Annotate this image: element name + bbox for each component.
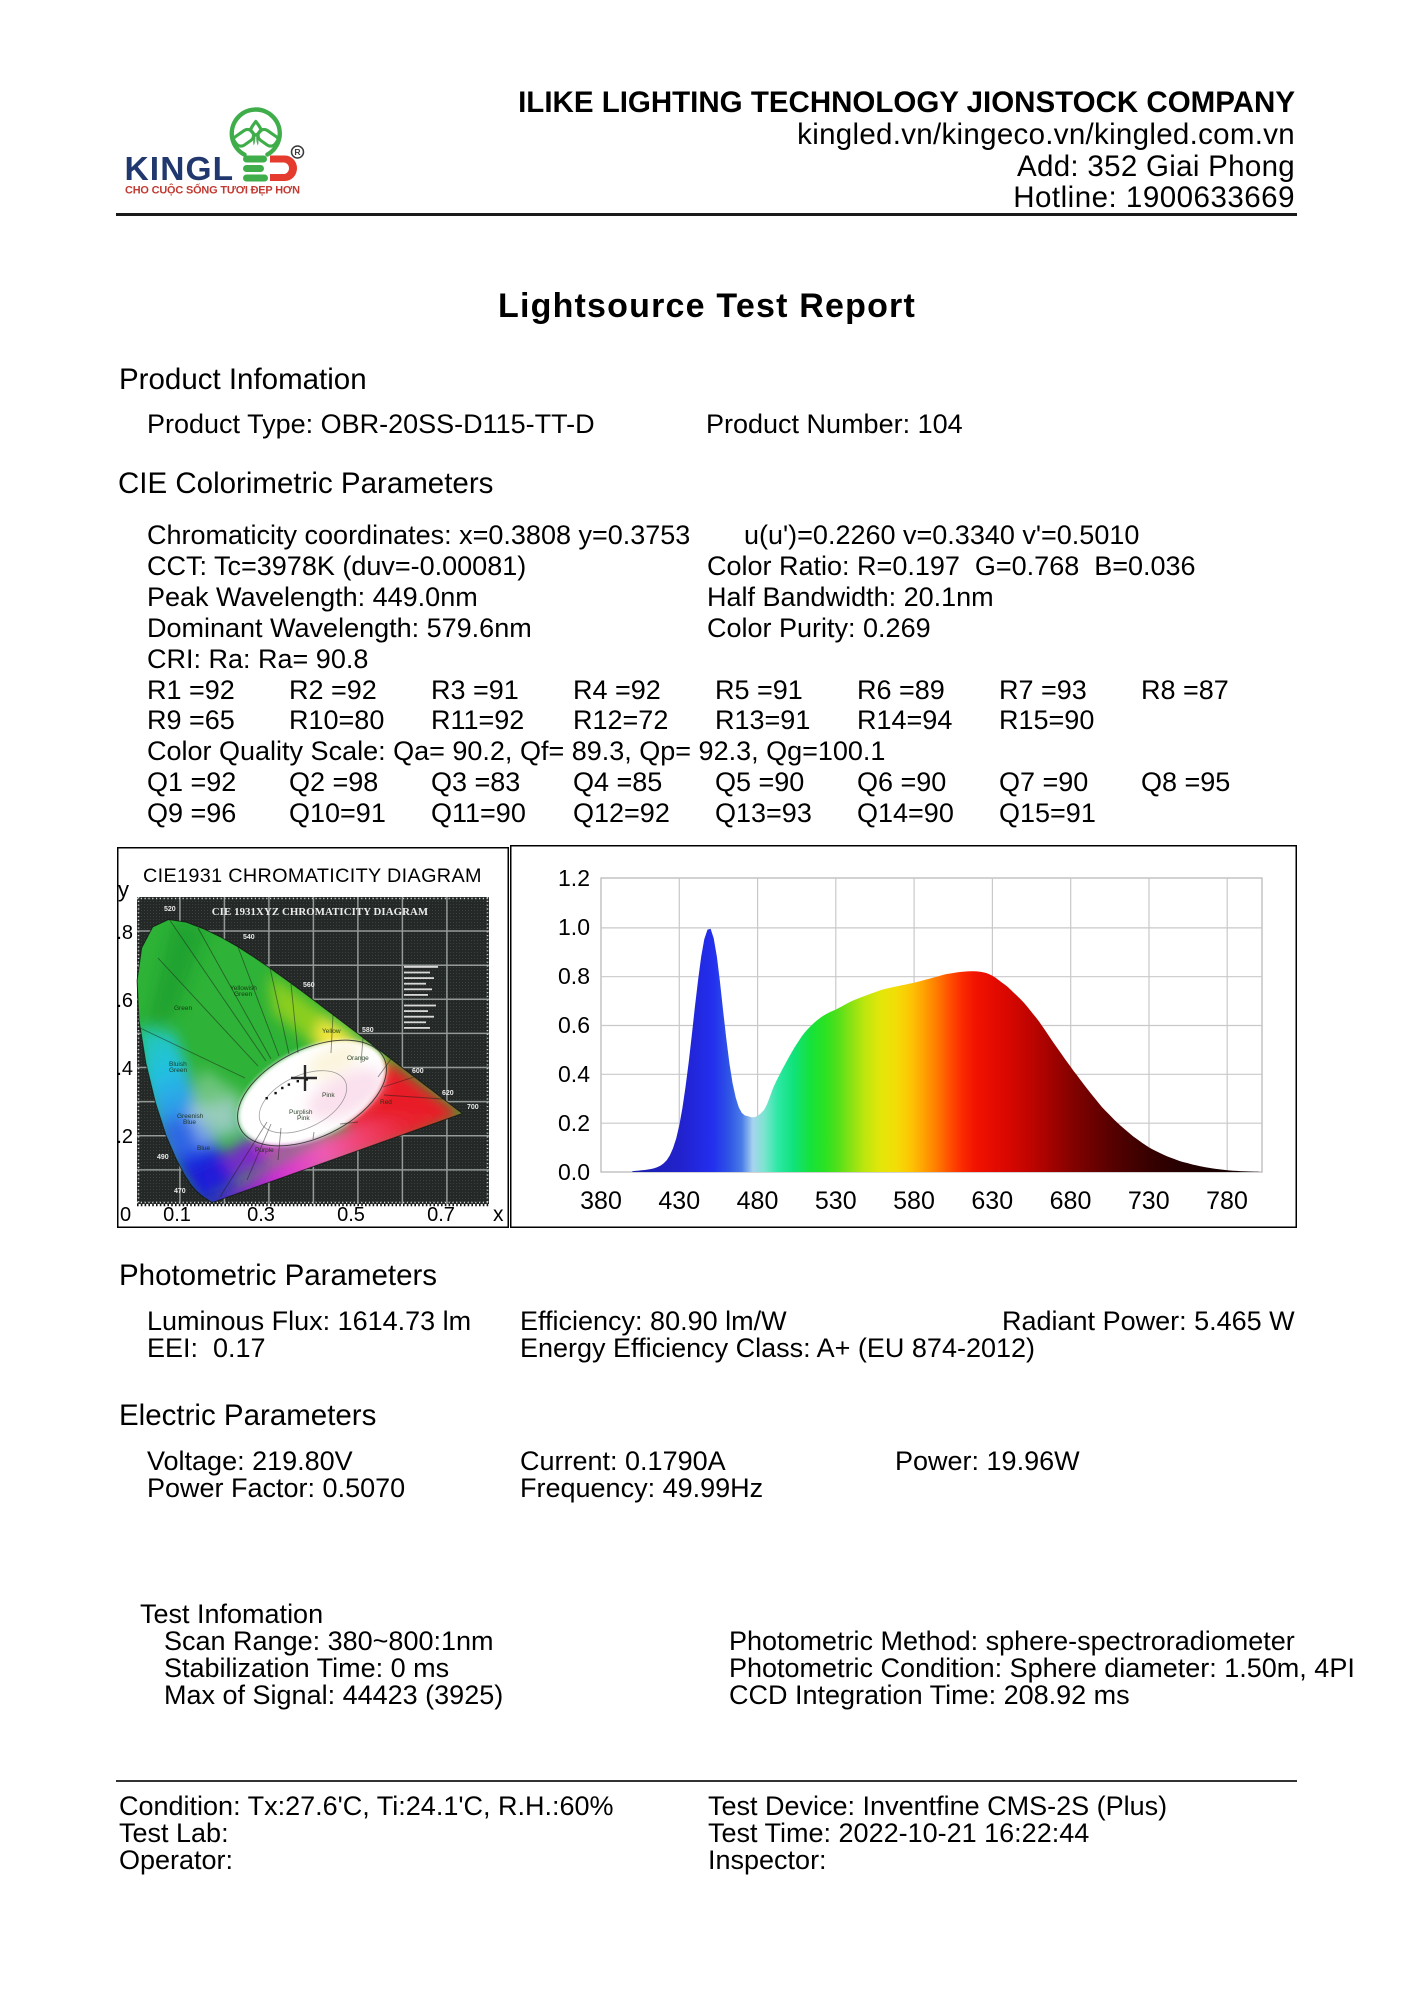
- svg-text:Purplish: Purplish: [289, 1109, 313, 1116]
- svg-text:520: 520: [164, 906, 176, 913]
- svg-text:CIE 1931XYZ CHROMATICITY DIA: CIE 1931XYZ CHROMATICITY DIAGRAM: [212, 906, 428, 918]
- svg-text:Green: Green: [174, 1005, 192, 1012]
- svg-text:540: 540: [243, 934, 255, 941]
- svg-text:Greenish: Greenish: [177, 1113, 204, 1120]
- svg-text:CHO CUỘC SỐNG TƯƠI ĐẸP HƠN: CHO CUỘC SỐNG TƯƠI ĐẸP HƠN: [125, 183, 300, 197]
- svg-text:Pink: Pink: [297, 1115, 310, 1122]
- svg-text:Orange: Orange: [347, 1055, 369, 1062]
- svg-text:Bluish: Bluish: [169, 1061, 187, 1068]
- svg-text:490: 490: [157, 1154, 169, 1161]
- svg-text:R: R: [294, 147, 301, 157]
- svg-text:580: 580: [362, 1027, 374, 1034]
- svg-text:Yellow: Yellow: [322, 1028, 341, 1035]
- svg-text:Green: Green: [234, 991, 252, 998]
- svg-text:700: 700: [467, 1104, 479, 1111]
- svg-text:Yellowish: Yellowish: [230, 985, 257, 992]
- svg-text:Green: Green: [169, 1067, 187, 1074]
- svg-text:600: 600: [412, 1068, 424, 1075]
- svg-text:Blue: Blue: [183, 1119, 196, 1126]
- svg-text:KINGL: KINGL: [125, 151, 235, 188]
- svg-text:470: 470: [174, 1188, 186, 1195]
- svg-text:560: 560: [303, 982, 315, 989]
- svg-text:Purple: Purple: [255, 1147, 274, 1154]
- svg-text:Blue: Blue: [197, 1145, 210, 1152]
- svg-text:Pink: Pink: [322, 1092, 335, 1099]
- svg-text:620: 620: [442, 1090, 454, 1097]
- svg-text:Red: Red: [380, 1099, 392, 1106]
